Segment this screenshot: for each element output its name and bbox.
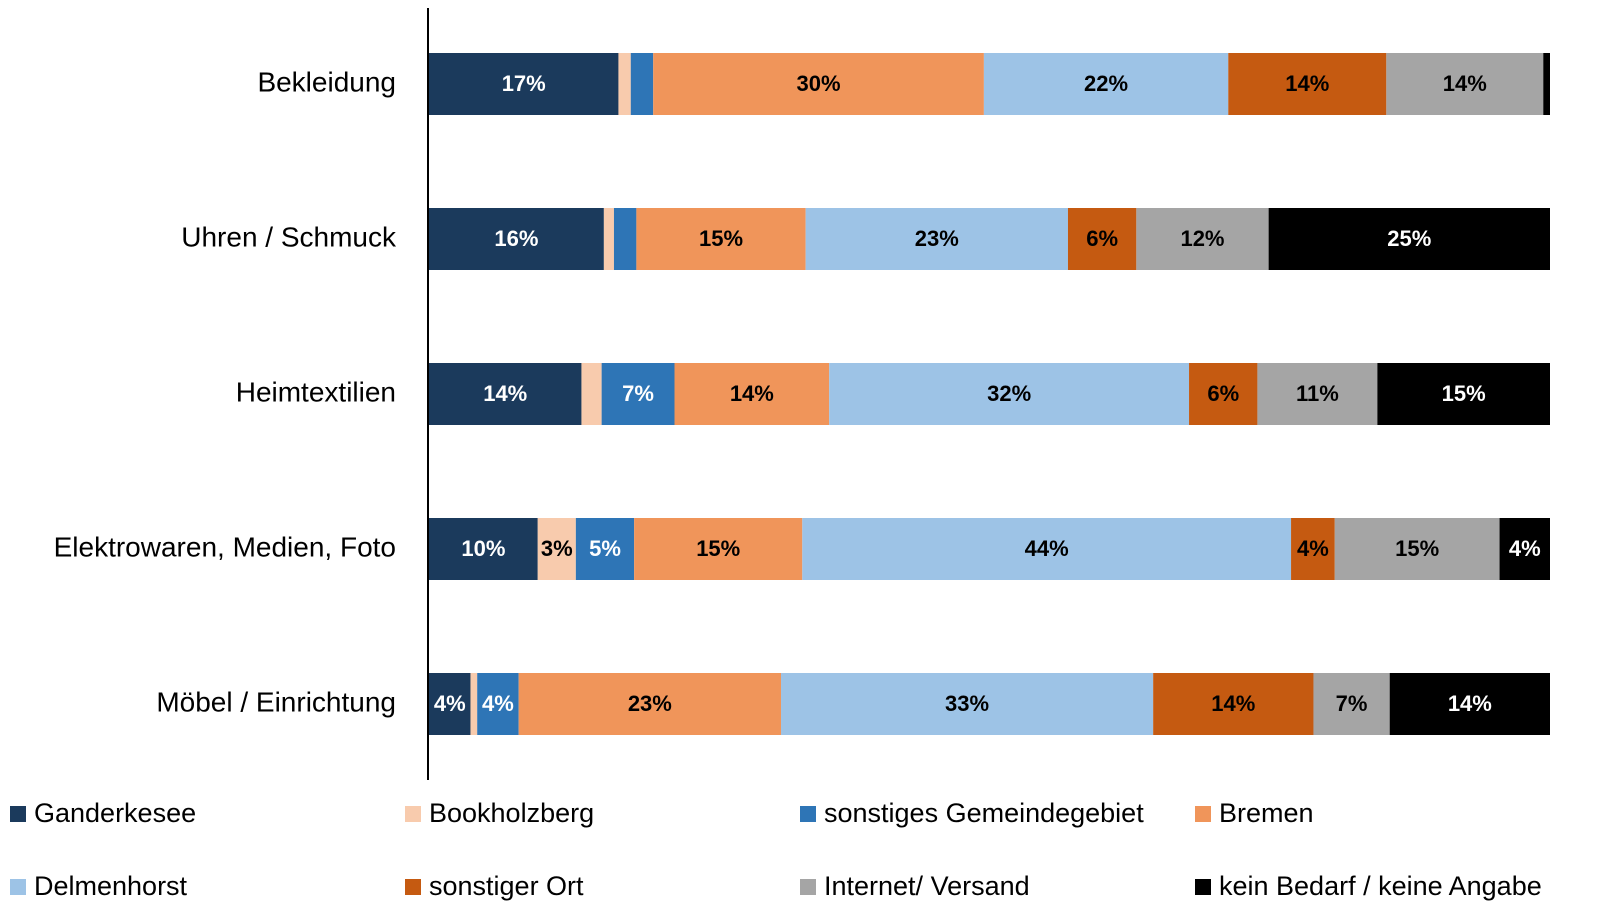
data-label: 14% — [730, 381, 774, 406]
bar-segment — [636, 208, 806, 270]
bar-segment — [634, 518, 803, 580]
data-label: 7% — [1336, 691, 1368, 716]
bar-segment — [983, 53, 1229, 115]
bar-segment — [805, 208, 1068, 270]
legend-label: Delmenhorst — [34, 871, 188, 901]
bar-segment — [780, 673, 1154, 735]
legend-swatch — [800, 806, 816, 822]
bar-segment — [1153, 673, 1314, 735]
data-label: 15% — [699, 226, 743, 251]
legend-swatch — [10, 879, 26, 895]
data-label: 30% — [797, 71, 841, 96]
data-label: 15% — [696, 536, 740, 561]
bar-segment — [802, 518, 1292, 580]
data-label: 10% — [461, 536, 505, 561]
bar-segment — [618, 53, 631, 115]
bar-segment — [1389, 673, 1550, 735]
bar-segment — [829, 363, 1190, 425]
bar-segment — [1257, 363, 1378, 425]
bar-segment — [1377, 363, 1550, 425]
legend-label: sonstiges Gemeindegebiet — [824, 798, 1144, 828]
legend-swatch — [405, 879, 421, 895]
bar-segment — [518, 673, 781, 735]
bar-segment — [429, 208, 604, 270]
bar-segment — [429, 53, 619, 115]
data-label: 14% — [1211, 691, 1255, 716]
data-label: 23% — [628, 691, 672, 716]
bar-segment — [429, 518, 538, 580]
legend-swatch — [1195, 806, 1211, 822]
bar-segment — [1067, 208, 1137, 270]
bar-segment — [537, 518, 576, 580]
bar-segment — [1136, 208, 1269, 270]
bar-segment — [630, 53, 654, 115]
data-label: 15% — [1395, 536, 1439, 561]
bar-segment — [653, 53, 984, 115]
data-label: 14% — [1448, 691, 1492, 716]
data-label: 4% — [1297, 536, 1329, 561]
bar-segment — [575, 518, 635, 580]
data-label: 3% — [541, 536, 573, 561]
data-label: 33% — [945, 691, 989, 716]
data-label: 14% — [1443, 71, 1487, 96]
data-label: 4% — [482, 691, 514, 716]
bar-segment — [1386, 53, 1544, 115]
legend-label: Bookholzberg — [429, 798, 594, 828]
bar-segment — [477, 673, 519, 735]
data-label: 16% — [494, 226, 538, 251]
legend-swatch — [1195, 879, 1211, 895]
legend-label: Internet/ Versand — [824, 871, 1030, 901]
bar-segment — [1228, 53, 1387, 115]
legend-swatch — [800, 879, 816, 895]
legend-label: kein Bedarf / keine Angabe — [1219, 871, 1542, 901]
data-label: 44% — [1025, 536, 1069, 561]
category-label: Elektrowaren, Medien, Foto — [54, 531, 396, 562]
legend-label: Bremen — [1219, 798, 1314, 828]
bar-segment — [603, 208, 614, 270]
bar-segment — [1334, 518, 1500, 580]
bar-segment — [429, 673, 471, 735]
bar-segment — [613, 208, 637, 270]
bar-segment — [470, 673, 478, 735]
data-label: 23% — [915, 226, 959, 251]
data-label: 14% — [1285, 71, 1329, 96]
bar-segment — [1268, 208, 1550, 270]
bar-segment — [1543, 53, 1550, 115]
bar-segment — [1499, 518, 1550, 580]
data-label: 11% — [1296, 381, 1339, 406]
data-label: 4% — [434, 691, 466, 716]
data-label: 12% — [1180, 226, 1224, 251]
category-label: Möbel / Einrichtung — [156, 686, 396, 717]
legend-swatch — [10, 806, 26, 822]
bar-segment — [601, 363, 675, 425]
data-label: 22% — [1084, 71, 1128, 96]
category-label: Uhren / Schmuck — [181, 221, 397, 252]
data-label: 17% — [502, 71, 546, 96]
bar-segment — [1313, 673, 1390, 735]
bar-segment — [674, 363, 830, 425]
legend-swatch — [405, 806, 421, 822]
data-label: 7% — [622, 381, 654, 406]
data-label: 32% — [987, 381, 1031, 406]
bar-segment — [429, 363, 582, 425]
bar-segment — [1189, 363, 1258, 425]
bar-segment — [581, 363, 602, 425]
category-label: Heimtextilien — [236, 376, 396, 407]
legend-label: sonstiger Ort — [429, 871, 584, 901]
data-label: 6% — [1207, 381, 1239, 406]
data-label: 15% — [1442, 381, 1486, 406]
data-label: 5% — [589, 536, 621, 561]
category-label: Bekleidung — [257, 66, 396, 97]
data-label: 25% — [1387, 226, 1431, 251]
data-label: 6% — [1086, 226, 1118, 251]
data-label: 4% — [1509, 536, 1541, 561]
data-label: 14% — [483, 381, 527, 406]
legend-label: Ganderkesee — [34, 798, 196, 828]
bar-segment — [1291, 518, 1335, 580]
